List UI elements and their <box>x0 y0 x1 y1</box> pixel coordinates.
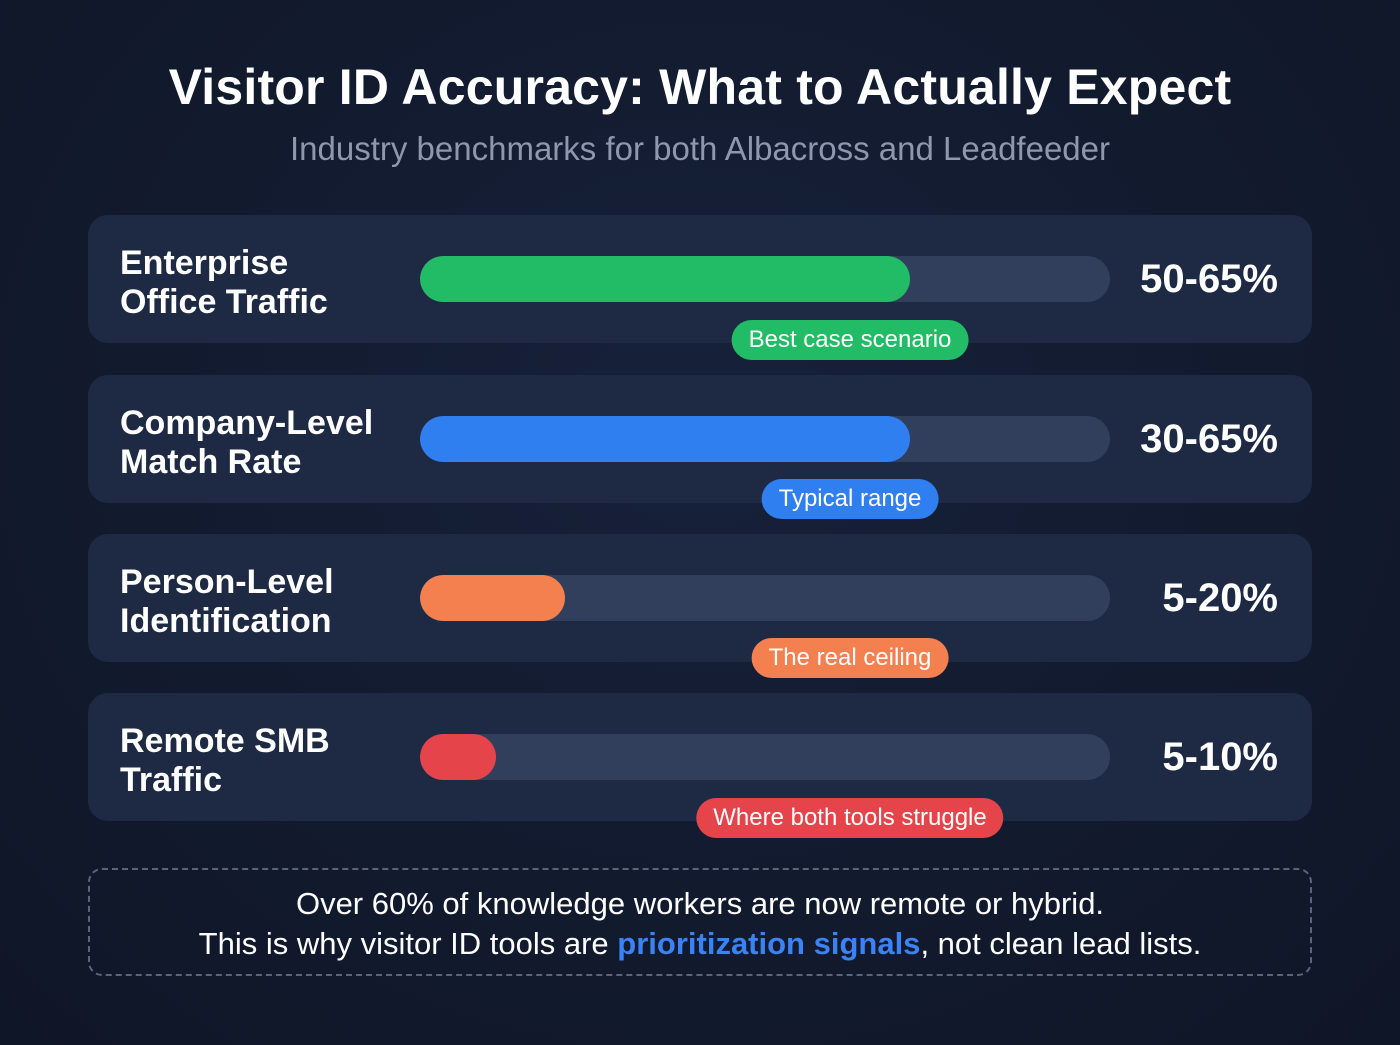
bar-track <box>420 575 1110 621</box>
row-label-line1: Remote SMB <box>120 722 330 760</box>
row-label-line2: Office Traffic <box>120 283 328 321</box>
row-value: 30-65% <box>1140 417 1278 461</box>
bar-track <box>420 416 1110 462</box>
row-value: 50-65% <box>1140 257 1278 301</box>
row-label-line2: Traffic <box>120 761 223 799</box>
row-value: 5-10% <box>1162 735 1278 779</box>
bar-fill <box>420 416 910 462</box>
bar-track <box>420 734 1110 780</box>
row-card-person-level-identification: Person-Level Identification 5-20% <box>88 534 1312 662</box>
row-label-line2: Identification <box>120 602 332 640</box>
bar-track <box>420 256 1110 302</box>
row-label-line1: Person-Level <box>120 563 334 601</box>
row-label-line1: Enterprise <box>120 244 289 282</box>
callout-note: Over 60% of knowledge workers are now re… <box>88 868 1312 976</box>
row-badge: Where both tools struggle <box>696 798 1004 838</box>
chart-subtitle: Industry benchmarks for both Albacross a… <box>290 130 1110 167</box>
row-label: Remote SMB Traffic <box>120 722 420 800</box>
row-label: Company-Level Match Rate <box>120 404 420 482</box>
bar-fill <box>420 256 910 302</box>
note-line1: Over 60% of knowledge workers are now re… <box>295 886 1105 921</box>
row-card-company-level-match-rate: Company-Level Match Rate 30-65% <box>88 375 1312 503</box>
row-label-line2: Match Rate <box>120 443 302 481</box>
note-line2: This is why visitor ID tools are priorit… <box>90 924 1310 964</box>
row-label-line1: Company-Level <box>120 404 374 442</box>
row-card-enterprise-office-traffic: Enterprise Office Traffic 50-65% <box>88 215 1312 343</box>
row-value: 5-20% <box>1162 576 1278 620</box>
note-line2-before: This is why visitor ID tools are <box>198 926 618 961</box>
row-badge: Typical range <box>761 479 939 519</box>
bar-fill <box>420 575 565 621</box>
bar-fill <box>420 734 496 780</box>
note-highlight: prioritization signals <box>617 926 921 961</box>
row-label: Person-Level Identification <box>120 563 420 641</box>
row-badge: The real ceiling <box>751 638 949 678</box>
chart-title: Visitor ID Accuracy: What to Actually Ex… <box>168 59 1232 115</box>
note-line2-after: , not clean lead lists. <box>920 926 1202 961</box>
row-card-remote-smb-traffic: Remote SMB Traffic 5-10% <box>88 693 1312 821</box>
row-label: Enterprise Office Traffic <box>120 244 420 322</box>
row-badge: Best case scenario <box>731 320 969 360</box>
